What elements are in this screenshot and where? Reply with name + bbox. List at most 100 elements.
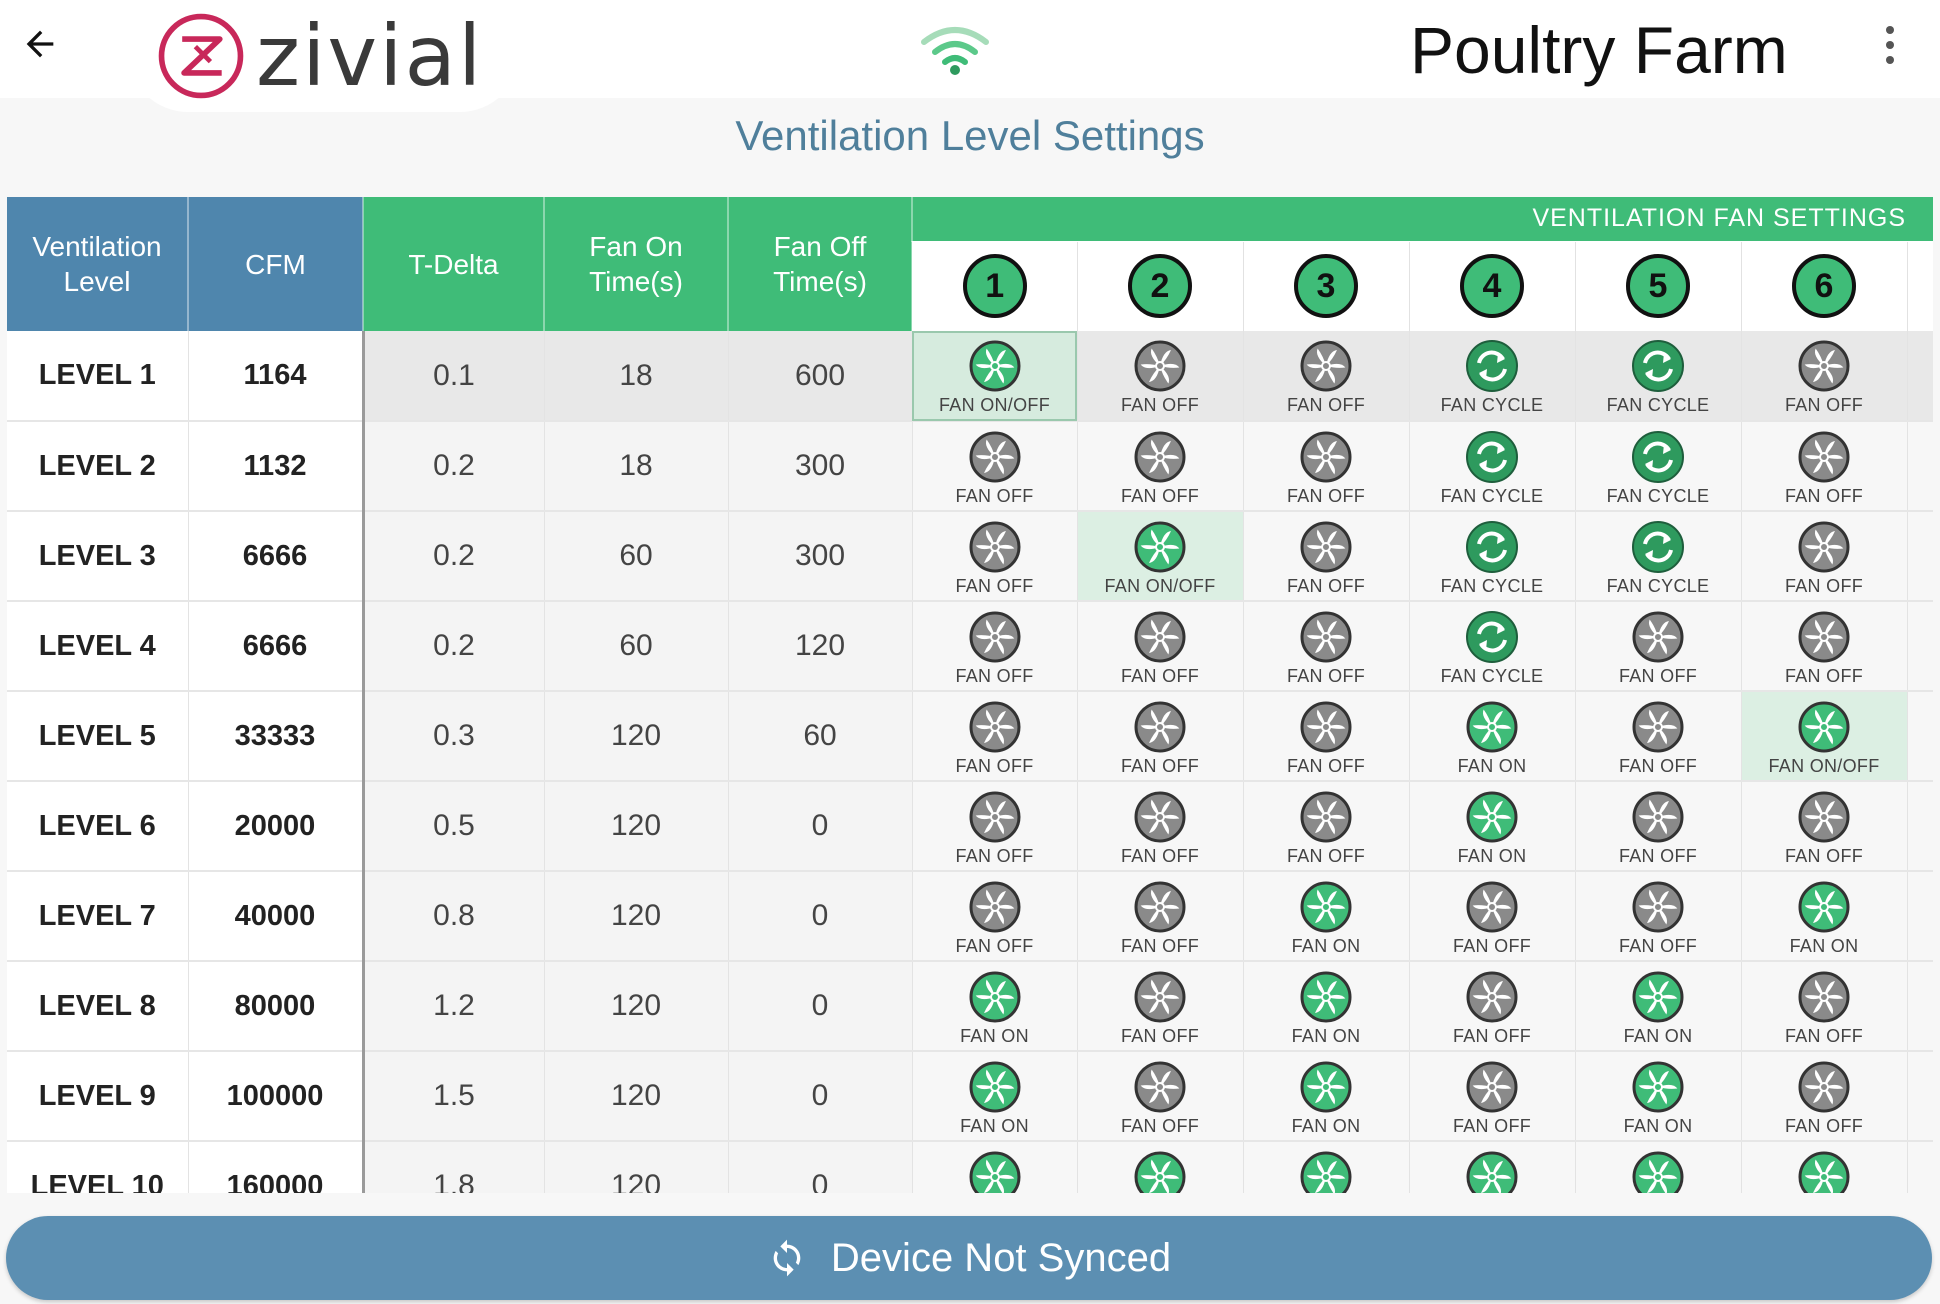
table-row[interactable]: LEVEL 4 6666 0.2 60 120 FAN OFF FAN OFF FAN OFF… xyxy=(7,601,1933,692)
fan-setting-cell[interactable]: FAN ON xyxy=(1077,1141,1244,1193)
fan-setting-cell[interactable]: FAN CYCLE xyxy=(1409,511,1576,602)
fan-setting-cell[interactable]: FAN ON xyxy=(1741,871,1908,962)
tdelta-cell[interactable]: 0.3 xyxy=(363,691,545,782)
fan-setting-cell[interactable]: FAN ON xyxy=(1243,871,1410,962)
fan-on-time-cell[interactable]: 120 xyxy=(544,961,729,1052)
fan-off-time-cell[interactable]: 600 xyxy=(728,331,913,422)
fan-off-time-cell[interactable]: 300 xyxy=(728,511,913,602)
fan-setting-cell[interactable]: FAN OFF xyxy=(1077,601,1244,692)
fan-setting-cell[interactable]: FAN OFF xyxy=(1409,961,1576,1052)
fan-setting-cell[interactable]: FAN OFF xyxy=(1077,871,1244,962)
fan-setting-cell[interactable]: FAN OFF xyxy=(1409,871,1576,962)
fan-setting-cell[interactable]: FAN ON/OFF xyxy=(1077,511,1244,602)
fan-off-time-cell[interactable]: 120 xyxy=(728,601,913,692)
fan-setting-cell[interactable]: FAN CYCLE xyxy=(1409,421,1576,512)
fan-off-time-cell[interactable]: 0 xyxy=(728,1051,913,1142)
fan-setting-cell[interactable]: FAN OFF xyxy=(1243,601,1410,692)
tdelta-cell[interactable]: 0.2 xyxy=(363,601,545,692)
fan-off-time-cell[interactable]: 0 xyxy=(728,781,913,872)
table-row[interactable]: LEVEL 5 33333 0.3 120 60 FAN OFF FAN OFF FAN OF… xyxy=(7,691,1933,782)
fan-setting-cell[interactable]: FAN ON xyxy=(912,1141,1078,1193)
table-row[interactable]: LEVEL 8 80000 1.2 120 0 FAN ON FAN OFF FAN ON FA… xyxy=(7,961,1933,1052)
ventilation-table-container[interactable]: Ventilation Level CFM T-Delta Fan On Tim… xyxy=(7,197,1933,1193)
fan-setting-cell[interactable]: FAN OFF xyxy=(1077,1051,1244,1142)
fan-setting-cell[interactable]: FAN ON/OFF xyxy=(912,331,1078,422)
fan-setting-cell[interactable]: FAN OFF xyxy=(1077,691,1244,782)
fan-off-time-cell[interactable]: 300 xyxy=(728,421,913,512)
fan-setting-cell[interactable]: FAN ON/OFF xyxy=(1741,691,1908,782)
fan-setting-cell[interactable]: FAN CYCLE xyxy=(1409,331,1576,422)
tdelta-cell[interactable]: 0.1 xyxy=(363,331,545,422)
tdelta-cell[interactable]: 0.2 xyxy=(363,421,545,512)
fan-setting-cell[interactable]: FAN OFF xyxy=(1243,781,1410,872)
fan-setting-cell[interactable]: FAN CYCLE xyxy=(1575,331,1742,422)
fan-setting-cell[interactable]: FAN OFF xyxy=(1741,781,1908,872)
fan-setting-cell[interactable]: FAN ON xyxy=(1409,781,1576,872)
fan-on-time-cell[interactable]: 120 xyxy=(544,691,729,782)
fan-off-time-cell[interactable]: 0 xyxy=(728,961,913,1052)
fan-setting-cell[interactable]: FAN ON xyxy=(1409,691,1576,782)
fan-setting-cell[interactable]: FAN OFF xyxy=(1409,1051,1576,1142)
fan-on-time-cell[interactable]: 60 xyxy=(544,601,729,692)
fan-setting-cell[interactable]: FAN OFF xyxy=(1077,781,1244,872)
fan-off-time-cell[interactable]: 60 xyxy=(728,691,913,782)
fan-setting-cell[interactable]: FAN OFF xyxy=(912,781,1078,872)
table-row[interactable]: LEVEL 3 6666 0.2 60 300 FAN OFF FAN ON/OFF FAN … xyxy=(7,511,1933,602)
fan-setting-cell[interactable]: FAN OFF xyxy=(912,511,1078,602)
fan-setting-cell[interactable]: FAN ON xyxy=(912,1051,1078,1142)
table-row[interactable]: LEVEL 9 100000 1.5 120 0 FAN ON FAN OFF FAN ON F… xyxy=(7,1051,1933,1142)
fan-setting-cell[interactable]: FAN OFF xyxy=(1741,1051,1908,1142)
fan-setting-cell[interactable]: FAN OFF xyxy=(1575,601,1742,692)
table-row[interactable]: LEVEL 7 40000 0.8 120 0 FAN OFF FAN OFF FAN ON F… xyxy=(7,871,1933,962)
fan-setting-cell[interactable]: FAN OFF xyxy=(1243,511,1410,602)
fan-setting-cell[interactable]: FAN OFF xyxy=(912,871,1078,962)
fan-setting-cell[interactable]: FAN ON xyxy=(1575,1141,1742,1193)
fan-setting-cell[interactable]: FAN OFF xyxy=(1575,691,1742,782)
tdelta-cell[interactable]: 0.8 xyxy=(363,871,545,962)
fan-setting-cell[interactable]: FAN OFF xyxy=(1575,781,1742,872)
fan-setting-cell[interactable]: FAN ON xyxy=(1243,961,1410,1052)
fan-setting-cell[interactable]: FAN OFF xyxy=(1575,871,1742,962)
fan-setting-cell[interactable]: FAN CYCLE xyxy=(1409,601,1576,692)
fan-setting-cell[interactable]: FAN ON xyxy=(1409,1141,1576,1193)
fan-setting-cell[interactable]: FAN OFF xyxy=(1077,421,1244,512)
fan-setting-cell[interactable]: FAN ON xyxy=(1243,1141,1410,1193)
fan-on-time-cell[interactable]: 120 xyxy=(544,1051,729,1142)
sync-status-button[interactable]: Device Not Synced xyxy=(6,1216,1932,1300)
more-vertical-icon[interactable] xyxy=(1870,20,1910,70)
tdelta-cell[interactable]: 1.2 xyxy=(363,961,545,1052)
fan-on-time-cell[interactable]: 120 xyxy=(544,781,729,872)
fan-on-time-cell[interactable]: 18 xyxy=(544,331,729,422)
fan-setting-cell[interactable]: FAN CYCLE xyxy=(1575,511,1742,602)
fan-off-time-cell[interactable]: 0 xyxy=(728,871,913,962)
fan-setting-cell[interactable]: FAN OFF xyxy=(912,691,1078,782)
table-row[interactable]: LEVEL 1 1164 0.1 18 600 FAN ON/OFF FAN OFF FAN … xyxy=(7,331,1933,422)
fan-setting-cell[interactable]: FAN OFF xyxy=(1243,331,1410,422)
fan-setting-cell[interactable]: FAN OFF xyxy=(1243,691,1410,782)
fan-setting-cell[interactable]: FAN ON xyxy=(1575,1051,1742,1142)
fan-off-time-cell[interactable]: 0 xyxy=(728,1141,913,1193)
tdelta-cell[interactable]: 1.8 xyxy=(363,1141,545,1193)
fan-setting-cell[interactable]: FAN OFF xyxy=(1077,331,1244,422)
back-button[interactable] xyxy=(14,18,66,70)
fan-setting-cell[interactable]: FAN ON xyxy=(912,961,1078,1052)
fan-setting-cell[interactable]: FAN OFF xyxy=(1077,961,1244,1052)
fan-setting-cell[interactable]: FAN OFF xyxy=(1741,601,1908,692)
fan-setting-cell[interactable]: FAN OFF xyxy=(1741,511,1908,602)
fan-on-time-cell[interactable]: 120 xyxy=(544,1141,729,1193)
fan-on-time-cell[interactable]: 120 xyxy=(544,871,729,962)
fan-on-time-cell[interactable]: 18 xyxy=(544,421,729,512)
fan-setting-cell[interactable]: FAN OFF xyxy=(912,601,1078,692)
fan-setting-cell[interactable]: FAN OFF xyxy=(1741,331,1908,422)
fan-setting-cell[interactable]: FAN OFF xyxy=(1741,421,1908,512)
fan-setting-cell[interactable]: FAN OFF xyxy=(1243,421,1410,512)
fan-setting-cell[interactable]: FAN CYCLE xyxy=(1575,421,1742,512)
fan-setting-cell[interactable]: FAN OFF xyxy=(912,421,1078,512)
fan-on-time-cell[interactable]: 60 xyxy=(544,511,729,602)
tdelta-cell[interactable]: 0.2 xyxy=(363,511,545,602)
fan-setting-cell[interactable]: FAN ON xyxy=(1741,1141,1908,1193)
fan-setting-cell[interactable]: FAN OFF xyxy=(1741,961,1908,1052)
tdelta-cell[interactable]: 1.5 xyxy=(363,1051,545,1142)
fan-setting-cell[interactable]: FAN ON xyxy=(1575,961,1742,1052)
